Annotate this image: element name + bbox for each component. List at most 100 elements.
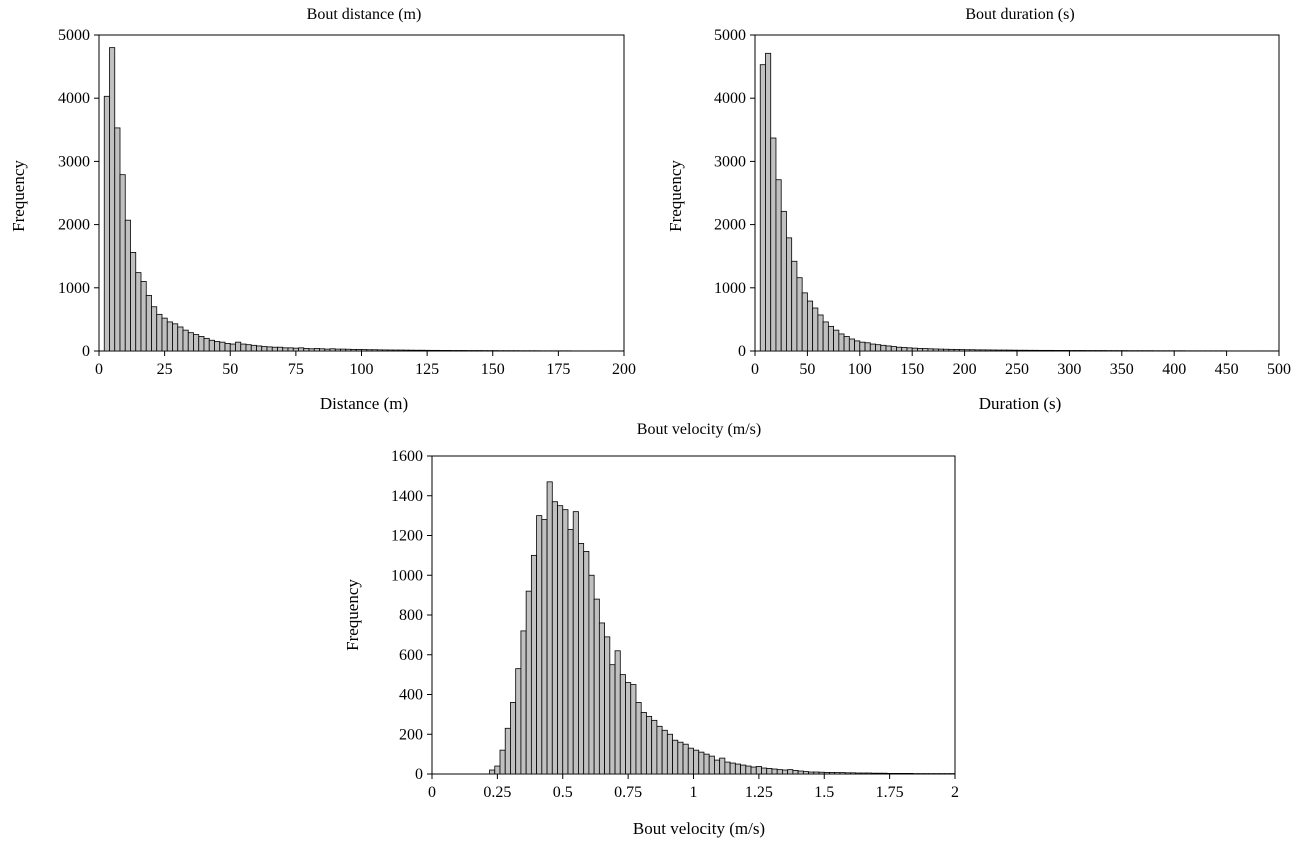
histogram-bar [499, 749, 506, 775]
x-tick-label: 0 [428, 784, 436, 801]
x-tick-label: 200 [953, 361, 977, 378]
histogram-bar [943, 348, 950, 352]
y-tick-label: 1000 [391, 567, 423, 584]
histogram-bar [271, 346, 278, 352]
y-tick-label: 1200 [391, 528, 423, 545]
histogram-bar [953, 349, 960, 352]
histogram-bar [130, 252, 137, 352]
histogram-bar [792, 770, 799, 775]
histogram-bar [848, 338, 855, 352]
histogram-bar [557, 505, 564, 775]
y-axis-label: Frequency [666, 160, 685, 232]
histogram-bar [434, 349, 441, 352]
histogram-bar [995, 349, 1002, 352]
chart-title: Bout velocity (m/s) [637, 421, 761, 438]
histogram-bar [324, 348, 331, 352]
x-tick-label: 1.25 [745, 784, 773, 801]
histogram-bar [245, 344, 252, 352]
histogram-bar [619, 674, 626, 775]
histogram-bar [287, 347, 294, 352]
histogram-bar [985, 349, 992, 352]
y-tick-label: 1000 [58, 280, 90, 297]
histogram-bar [827, 325, 834, 352]
y-tick-label: 4000 [58, 90, 90, 107]
histogram-bar [766, 768, 773, 775]
histogram-bar [745, 765, 752, 775]
histogram-bar [1058, 350, 1065, 352]
histogram-bar [797, 770, 804, 775]
histogram-bar [588, 574, 595, 775]
histogram-bar [1074, 350, 1081, 352]
histogram-bar [1006, 349, 1013, 352]
histogram-bar [455, 350, 462, 352]
histogram-bar [907, 773, 914, 775]
histogram-bar [572, 511, 579, 775]
histogram-bar [1053, 350, 1060, 352]
histogram-bar [256, 345, 263, 352]
histogram-bar [948, 348, 955, 352]
x-tick-label: 50 [799, 361, 815, 378]
panel-velocity: Bout velocity (m/s) Bout velocity (m/s) … [343, 421, 959, 838]
x-tick-label: 1.75 [876, 784, 904, 801]
x-tick-label: 150 [481, 361, 505, 378]
histogram-bar [355, 349, 362, 352]
histogram-bar [382, 349, 389, 352]
histogram-bar [340, 348, 347, 352]
histogram-bar [376, 349, 383, 352]
x-tick-label: 1 [690, 784, 698, 801]
x-tick-label: 100 [350, 361, 374, 378]
histogram-bar [177, 326, 184, 352]
histogram-bar [361, 349, 368, 352]
panel-duration: Bout duration (s) Duration (s) Frequency… [666, 6, 1291, 413]
histogram-bar [651, 719, 658, 775]
y-tick-label: 5000 [58, 27, 90, 44]
histogram-bar [729, 762, 736, 775]
plot-area: 0 50 100 150 200 250 300 350 400 450 5000100020003… [714, 27, 1291, 378]
histogram-bar [292, 347, 299, 352]
x-tick-label: 450 [1215, 361, 1239, 378]
histogram-bar [719, 757, 726, 775]
x-tick-label: 200 [612, 361, 636, 378]
histogram-bar [151, 306, 158, 352]
x-tick-label: 0 [95, 361, 103, 378]
histogram-bar [896, 346, 903, 352]
y-tick-label: 3000 [714, 153, 746, 170]
y-tick-label: 800 [399, 607, 423, 624]
histogram-bar [193, 334, 200, 352]
histogram-bar [859, 341, 866, 352]
x-axis-label: Distance (m) [320, 394, 408, 413]
histogram-bar [229, 343, 236, 352]
histogram-bar [801, 292, 808, 352]
x-tick-label: 250 [1005, 361, 1029, 378]
histogram-bar [1011, 349, 1018, 352]
histogram-bar [418, 349, 425, 352]
histogram-bar [902, 773, 909, 775]
plot-frame [754, 34, 1280, 352]
histogram-bar [823, 772, 830, 775]
histogram-bar [371, 349, 378, 352]
histogram-bar [510, 702, 517, 775]
y-tick-label: 1400 [391, 488, 423, 505]
histogram-bar [808, 771, 815, 775]
histogram-bar [593, 598, 600, 775]
histogram-bar [865, 772, 872, 775]
histogram-bar [240, 343, 247, 352]
histogram-bar [109, 47, 116, 352]
histogram-bar [450, 350, 457, 352]
histogram-bar [734, 763, 741, 775]
histogram-bar [424, 349, 431, 352]
histogram-bar [750, 766, 757, 775]
histogram-bar [161, 317, 168, 352]
y-tick-label: 0 [415, 766, 423, 783]
histogram-bar [397, 349, 404, 352]
histogram-bar [708, 755, 715, 775]
histogram-bar [927, 348, 934, 352]
histogram-bar [822, 321, 829, 352]
histogram-bar [818, 771, 825, 775]
histogram-bar [807, 300, 814, 352]
x-tick-label: 300 [1057, 361, 1081, 378]
histogram-bar [677, 741, 684, 775]
y-tick-label: 5000 [714, 27, 746, 44]
histogram-bar [103, 95, 110, 352]
